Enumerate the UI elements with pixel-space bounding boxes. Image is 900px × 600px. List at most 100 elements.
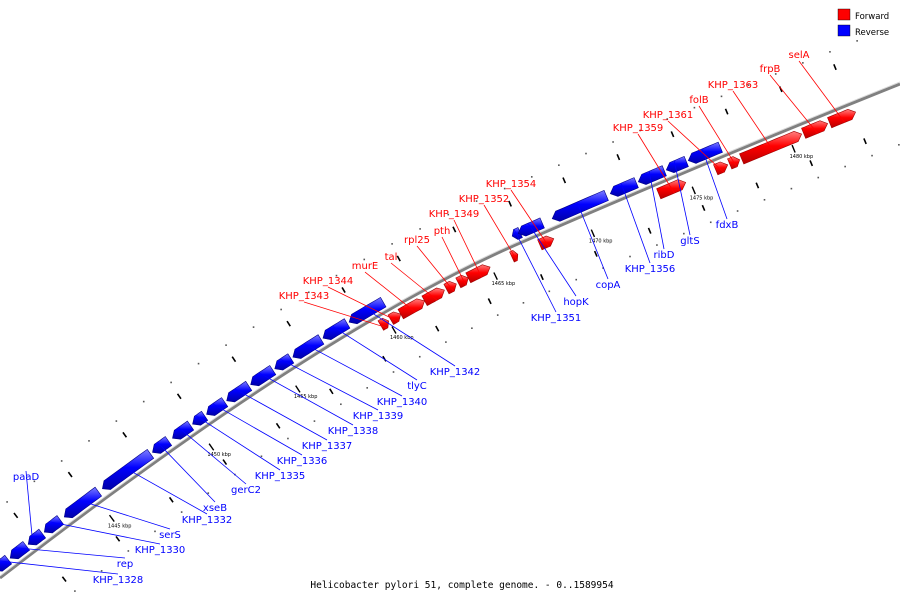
gene-sela-leader	[798, 60, 845, 123]
gene-folb-glyph[interactable]	[727, 156, 741, 170]
gene-khp_1339-leader	[279, 358, 379, 411]
gene-copa-glyph[interactable]	[551, 190, 609, 222]
gene-fdxb-label[interactable]: fdxB	[716, 220, 739, 231]
gene-rpl25-leader	[416, 245, 455, 292]
gene-khp_1340-glyph[interactable]	[292, 334, 325, 359]
tick-label: 1450 kbp	[207, 452, 231, 458]
gene-khp_1328-label[interactable]: KHP_1328	[93, 575, 144, 586]
tick-mark	[108, 514, 115, 522]
gene-khp_1342-label[interactable]: KHP_1342	[430, 367, 481, 378]
gene-khp_1340-label[interactable]: KHP_1340	[377, 397, 428, 408]
gene-khp_1338-label[interactable]: KHP_1338	[328, 426, 379, 437]
genome-caption: Helicobacter pylori 51, complete genome.…	[310, 580, 613, 591]
gene-khp_1339-glyph[interactable]	[274, 353, 295, 371]
gene-copa-label[interactable]: copA	[596, 280, 621, 291]
gene-khp_1363-glyph[interactable]	[739, 130, 803, 165]
gene-rpl25-glyph[interactable]	[443, 280, 457, 295]
gene-khp_1361-glyph[interactable]	[713, 161, 729, 176]
gene-gerc2-label[interactable]: gerC2	[231, 485, 261, 496]
gene-rep-label[interactable]: rep	[117, 559, 133, 570]
gene-khp_1335-label[interactable]: KHP_1335	[255, 471, 306, 482]
scale-dots	[6, 40, 900, 592]
gene-khp_1337-leader	[234, 388, 328, 441]
gene-khp_1356-label[interactable]: KHP_1356	[625, 264, 676, 275]
gene-hopk-glyph[interactable]	[517, 217, 545, 237]
gene-sela-label[interactable]: selA	[789, 50, 810, 61]
tick-label: 1475 kbp	[690, 195, 714, 201]
tick-label: 1460 kbp	[390, 335, 414, 341]
gene-ribd-label[interactable]: ribD	[654, 250, 675, 261]
gene-sers-leader	[77, 499, 171, 530]
gene-khp_1344-glyph[interactable]	[387, 311, 402, 325]
gene-hopk-label[interactable]: hopK	[563, 297, 589, 308]
gene-khp_1349-glyph[interactable]	[465, 264, 491, 284]
legend-reverse-label: Reverse	[855, 28, 889, 38]
gene-khp_1343-leader	[303, 301, 388, 329]
gene-pth-label[interactable]: pth	[434, 226, 451, 237]
gene-khp_1352-label[interactable]: KHP_1352	[459, 194, 510, 205]
gene-folb-leader	[698, 105, 738, 168]
gene-rep-leader	[14, 547, 126, 559]
gene-khp_1361-leader	[667, 120, 725, 173]
gene-khp_1328-leader	[0, 560, 119, 575]
gene-glts-leader	[673, 160, 691, 236]
gene-khp_1330-label[interactable]: KHP_1330	[135, 545, 186, 556]
gene-ribd-glyph[interactable]	[637, 165, 667, 185]
gene-rep-glyph[interactable]	[9, 541, 31, 560]
gene-khp_1352-leader	[483, 204, 518, 261]
gene-khp_1354-glyph[interactable]	[537, 235, 555, 251]
gene-khp_1330-glyph[interactable]	[43, 515, 65, 534]
gene-xseb-leader	[157, 441, 216, 503]
gene-paad-label[interactable]: paaD	[13, 472, 40, 483]
gene-gerc2-glyph[interactable]	[172, 420, 195, 440]
gene-sers-glyph[interactable]	[63, 486, 103, 519]
gene-khp_1332-label[interactable]: KHP_1332	[182, 515, 233, 526]
gene-khp_1361-label[interactable]: KHP_1361	[643, 110, 694, 121]
tick-mark	[295, 385, 301, 393]
gene-ribd-leader	[648, 171, 665, 250]
gene-fdxb-leader	[701, 148, 728, 220]
legend: Forward Reverse	[837, 8, 889, 38]
gene-khp_1349-label[interactable]: KHP_1349	[429, 209, 480, 220]
gene-khp_1351-leader	[513, 229, 557, 313]
gene-khp_1336-label[interactable]: KHP_1336	[277, 456, 328, 467]
gene-mure-label[interactable]: murE	[352, 261, 379, 272]
gene-tlyc-label[interactable]: tlyC	[407, 381, 427, 392]
gene-fdxb-glyph[interactable]	[687, 141, 723, 164]
gene-glts-glyph[interactable]	[665, 156, 689, 174]
gene-features	[0, 108, 857, 572]
gene-khp_1338-leader	[258, 372, 354, 426]
gene-khp_1330-leader	[48, 521, 161, 545]
gene-khp_1337-label[interactable]: KHP_1337	[302, 441, 353, 452]
gene-sers-label[interactable]: serS	[159, 530, 181, 541]
gene-khp_1359-glyph[interactable]	[656, 179, 687, 200]
gene-khp_1356-glyph[interactable]	[609, 177, 639, 197]
gene-khp_1328-glyph[interactable]	[0, 554, 13, 572]
gene-paad-glyph[interactable]	[27, 528, 47, 546]
gene-khp_1344-leader	[327, 286, 399, 323]
gene-rpl25-label[interactable]: rpl25	[404, 235, 430, 246]
gene-xseb-glyph[interactable]	[152, 436, 173, 454]
gene-tlyc-leader	[331, 325, 418, 381]
tick-label: 1455 kbp	[294, 394, 318, 400]
gene-khp_1359-label[interactable]: KHP_1359	[613, 123, 664, 134]
gene-khp_1339-label[interactable]: KHP_1339	[353, 411, 404, 422]
gene-folb-label[interactable]: folB	[689, 95, 708, 106]
tick-mark	[391, 326, 397, 334]
gene-glts-label[interactable]: gltS	[680, 236, 699, 247]
legend-forward-label: Forward	[855, 12, 889, 22]
tick-mark	[691, 186, 696, 195]
gene-frpb-label[interactable]: frpB	[760, 64, 781, 75]
gene-khp_1363-label[interactable]: KHP_1363	[708, 80, 759, 91]
tick-mark	[493, 272, 498, 281]
gene-khp_1354-leader	[510, 189, 550, 248]
gene-khp_1354-label[interactable]: KHP_1354	[486, 179, 537, 190]
gene-khp_1344-label[interactable]: KHP_1344	[303, 276, 354, 287]
gene-xseb-label[interactable]: xseB	[203, 503, 227, 514]
gene-tal-label[interactable]: tal	[385, 252, 398, 263]
gene-khp_1343-label[interactable]: KHP_1343	[279, 291, 330, 302]
gene-khp_1332-leader	[122, 466, 208, 515]
gene-khp_1351-label[interactable]: KHP_1351	[531, 313, 582, 324]
